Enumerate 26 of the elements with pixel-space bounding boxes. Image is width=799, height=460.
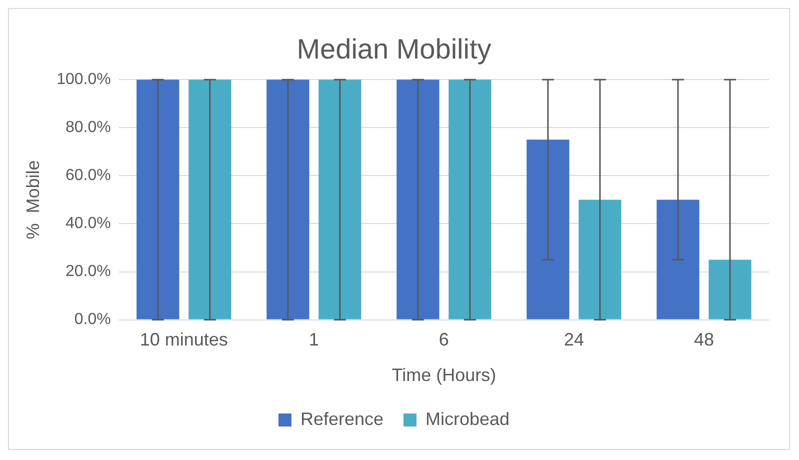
x-tick-label: 24 [564, 330, 584, 350]
bar [526, 140, 570, 320]
bar [656, 200, 700, 320]
x-tick-label: 10 minutes [140, 330, 228, 350]
y-axis-title: % Mobile [22, 160, 43, 240]
x-tick-label: 1 [308, 330, 319, 350]
x-axis-title: Time (Hours) [392, 365, 496, 386]
bar [318, 80, 362, 320]
bar [708, 260, 752, 320]
bar [578, 200, 622, 320]
bar [266, 80, 310, 320]
legend-label: Microbead [426, 408, 510, 429]
y-tick-label: 40.0% [65, 215, 111, 232]
legend-label: Reference [300, 408, 384, 429]
bar [448, 80, 492, 320]
x-tick-label: 48 [694, 330, 714, 350]
chart-title: Median Mobility [296, 34, 492, 65]
bar [188, 80, 232, 320]
bar [396, 80, 440, 320]
y-tick-label: 80.0% [65, 119, 111, 136]
y-tick-label: 100.0% [56, 71, 111, 88]
y-tick-label: 60.0% [65, 167, 111, 184]
bar [136, 80, 180, 320]
y-tick-label: 20.0% [65, 263, 111, 280]
x-tick-label: 6 [438, 330, 449, 350]
y-tick-label: 0.0% [74, 311, 111, 328]
